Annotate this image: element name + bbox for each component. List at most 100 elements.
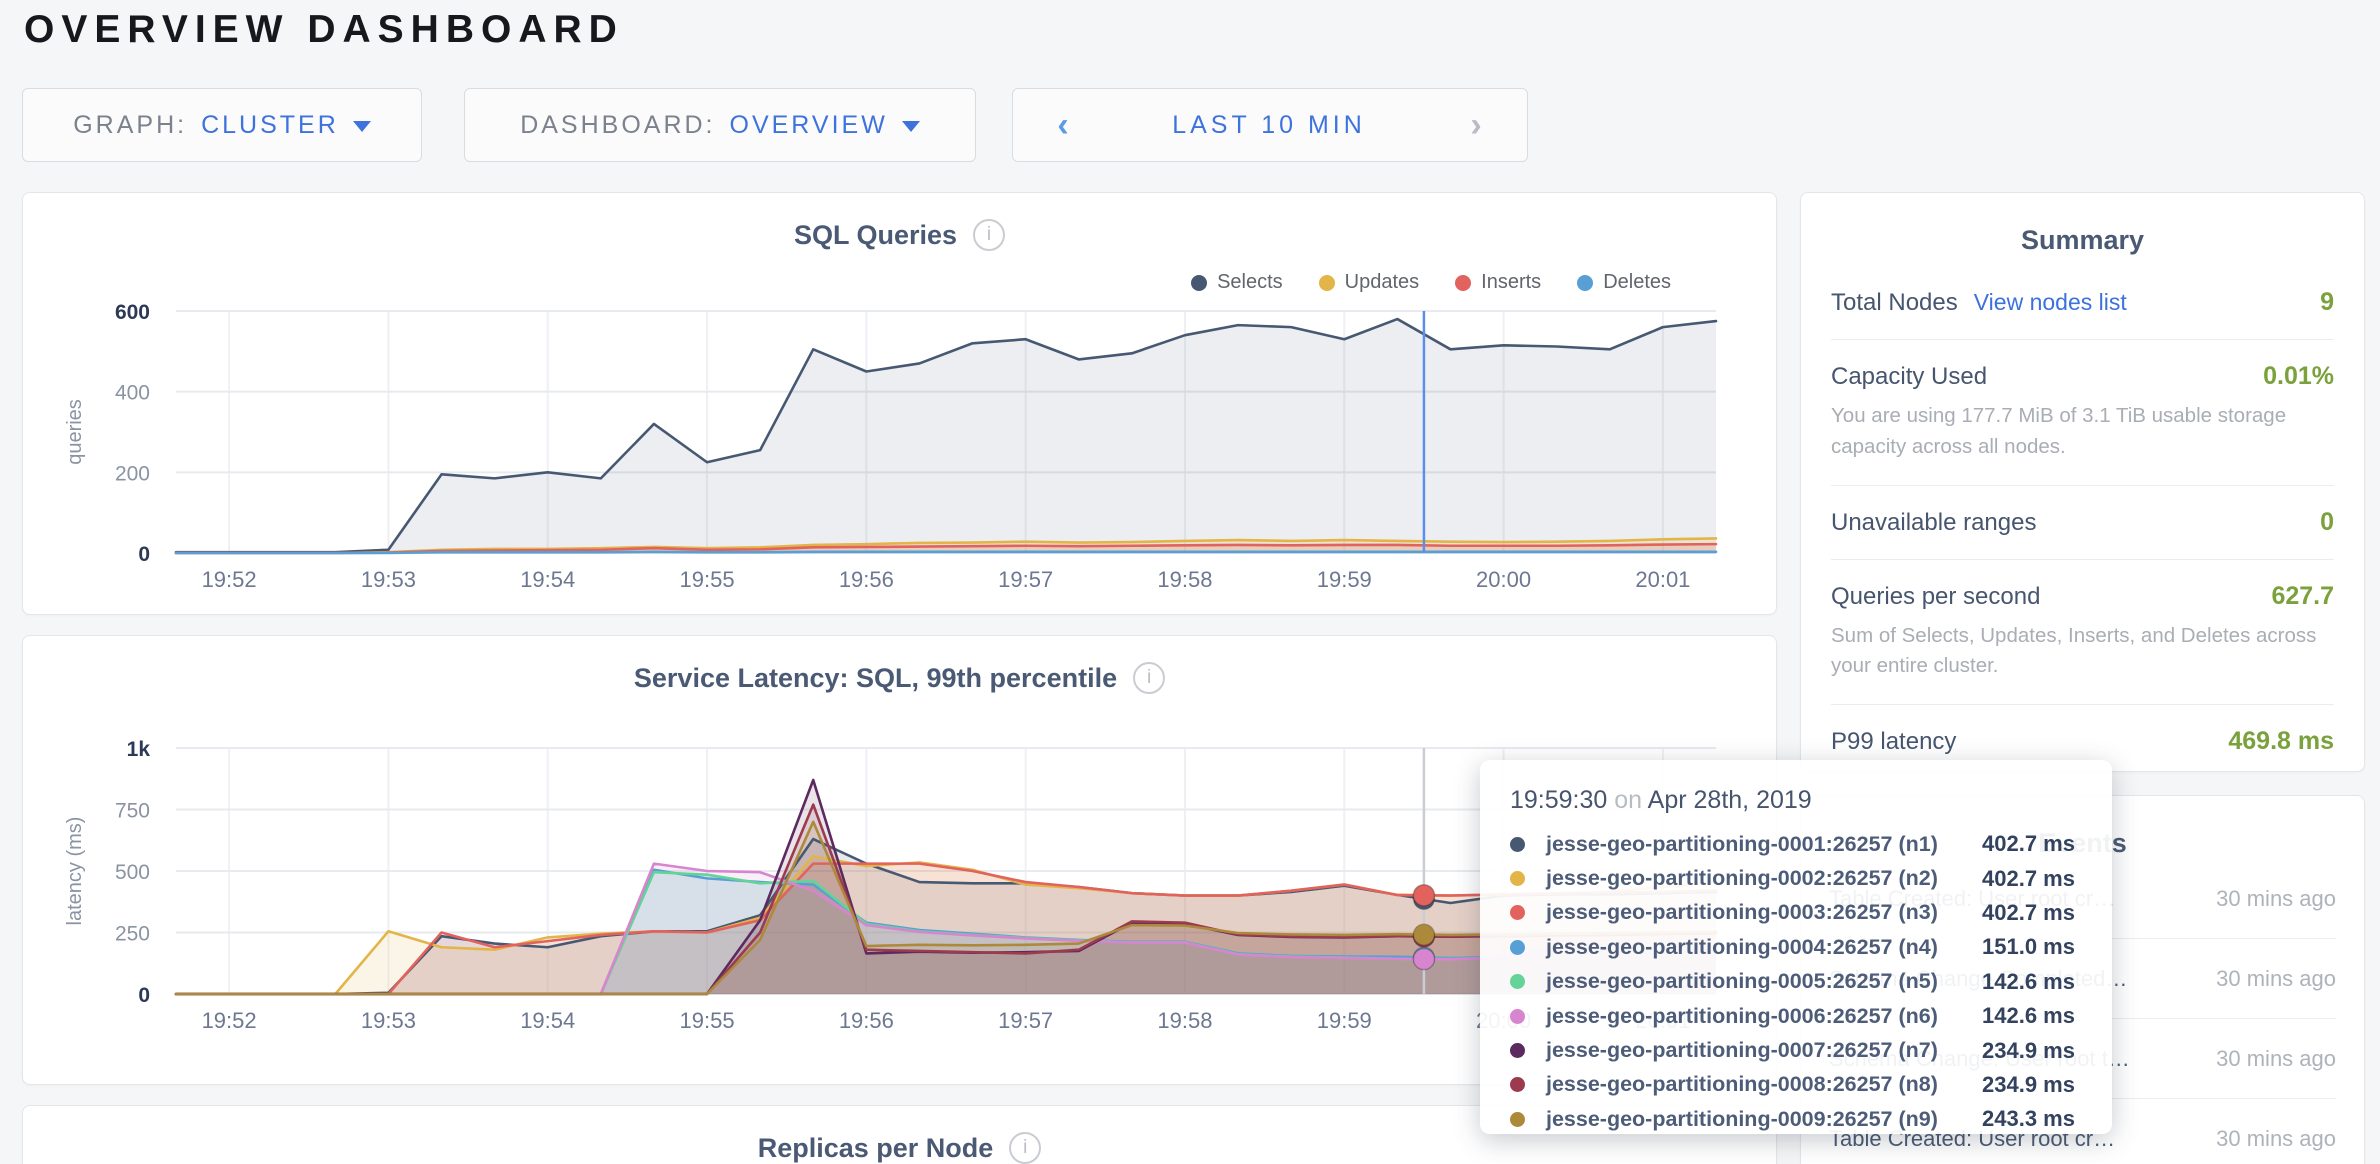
time-range-selector: LAST 10 MIN xyxy=(1012,88,1528,162)
tooltip-node-name: jesse-geo-partitioning-0006:26257 (n6) xyxy=(1546,1003,1938,1028)
legend-dot-icon xyxy=(1318,274,1335,291)
tooltip-series-dot-icon xyxy=(1510,905,1525,921)
tooltip-row: jesse-geo-partitioning-0006:26257 (n6) 14… xyxy=(1510,999,2112,1033)
legend-item-selects: Selects xyxy=(1191,271,1283,294)
x-tick-label: 19:56 xyxy=(839,567,894,592)
tooltip-row: jesse-geo-partitioning-0009:26257 (n9) 24… xyxy=(1510,1102,2112,1136)
y-tick-label: 200 xyxy=(115,462,150,485)
graph-dropdown[interactable]: GRAPH: CLUSTER xyxy=(22,88,422,162)
series-area xyxy=(176,804,1716,994)
summary-row: Total Nodes View nodes list 9 xyxy=(1831,266,2334,340)
y-tick-label: 500 xyxy=(115,861,150,884)
summary-row-header: P99 latency 469.8 ms xyxy=(1831,727,2334,756)
tooltip-on-word: on xyxy=(1614,786,1643,814)
event-timestamp: 30 mins ago xyxy=(2216,885,2336,911)
tooltip-row: jesse-geo-partitioning-0005:26257 (n5) 14… xyxy=(1510,965,2112,999)
tooltip-series-dot-icon xyxy=(1510,939,1525,955)
chevron-down-icon xyxy=(352,121,371,132)
tooltip-series-dot-icon xyxy=(1510,1008,1525,1024)
summary-row-value: 469.8 ms xyxy=(2228,727,2334,755)
tooltip-row: jesse-geo-partitioning-0002:26257 (n2) 40… xyxy=(1510,861,2112,895)
legend-item-label: Selects xyxy=(1217,271,1283,293)
legend-item-inserts: Inserts xyxy=(1455,271,1541,294)
legend-item-label: Inserts xyxy=(1481,271,1542,293)
dashboard-dropdown[interactable]: DASHBOARD: OVERVIEW xyxy=(464,88,976,162)
sql-queries-legend: Selects Updates Inserts Deletes xyxy=(1191,271,1671,294)
x-tick-label: 19:58 xyxy=(1157,1008,1212,1033)
service-latency-chart[interactable]: 19:52 19:53 19:54 19:55 19:56 19:57 19:58 19:59… xyxy=(23,636,1778,1086)
replicas-title-row: Replicas per Node xyxy=(23,1132,1776,1164)
tooltip-time: 19:59:30 xyxy=(1510,786,1608,814)
tooltip-node-value: 402.7 ms xyxy=(1982,899,2075,925)
tooltip-node-name: jesse-geo-partitioning-0008:26257 (n8) xyxy=(1546,1072,1938,1097)
tooltip-node-name: jesse-geo-partitioning-0007:26257 (n7) xyxy=(1546,1038,1938,1063)
summary-row: Queries per second 627.7 Sum of Selects, U… xyxy=(1831,560,2334,705)
x-tick-label: 20:01 xyxy=(1635,567,1690,592)
tooltip-row: jesse-geo-partitioning-0001:26257 (n1) 40… xyxy=(1510,827,2112,861)
x-tick-label: 19:54 xyxy=(520,1008,575,1033)
info-icon[interactable] xyxy=(1133,662,1166,694)
y-axis-label: queries xyxy=(64,399,86,465)
tooltip-node-name: jesse-geo-partitioning-0001:26257 (n1) xyxy=(1546,831,1938,856)
summary-row-label: P99 latency xyxy=(1831,728,1957,755)
tooltip-row: jesse-geo-partitioning-0008:26257 (n8) 23… xyxy=(1510,1068,2112,1102)
chart-hover-tooltip: 19:59:30 on Apr 28th, 2019 jesse-geo-par… xyxy=(1480,760,2112,1134)
tooltip-node-name: jesse-geo-partitioning-0003:26257 (n3) xyxy=(1546,900,1938,925)
x-tick-label: 19:55 xyxy=(680,1008,735,1033)
dashboard-dropdown-value: OVERVIEW xyxy=(729,110,888,139)
hover-cursor-dot xyxy=(1412,947,1436,971)
x-tick-label: 19:57 xyxy=(998,1008,1053,1033)
sql-queries-chart[interactable]: 19:52 19:53 19:54 19:55 19:56 19:57 19:58 19:59… xyxy=(23,193,1778,616)
tooltip-series-dot-icon xyxy=(1510,974,1525,990)
legend-item-label: Deletes xyxy=(1603,271,1671,293)
summary-row-label: Queries per second xyxy=(1831,582,2041,610)
y-tick-label: 1k xyxy=(127,738,151,761)
tooltip-series-dot-icon xyxy=(1510,1077,1525,1093)
summary-row-header: Capacity Used 0.01% xyxy=(1831,362,2334,391)
tooltip-series-dot-icon xyxy=(1510,1111,1525,1127)
info-icon[interactable] xyxy=(1009,1132,1042,1164)
legend-item-updates: Updates xyxy=(1318,271,1419,294)
series-area xyxy=(176,821,1716,994)
tooltip-node-value: 234.9 ms xyxy=(1982,1037,2075,1063)
y-tick-label: 600 xyxy=(115,301,150,324)
time-range-button[interactable]: LAST 10 MIN xyxy=(1113,89,1425,161)
view-nodes-list-link[interactable]: View nodes list xyxy=(1973,289,2127,315)
summary-row-value: 627.7 xyxy=(2271,581,2334,610)
sql-queries-chart-title: SQL Queries xyxy=(793,219,958,250)
series-line xyxy=(174,550,1718,555)
tooltip-node-name: jesse-geo-partitioning-0002:26257 (n2) xyxy=(1546,866,1938,891)
legend-dot-icon xyxy=(1191,274,1208,291)
event-timestamp: 30 mins ago xyxy=(2216,1125,2336,1151)
tooltip-row: jesse-geo-partitioning-0003:26257 (n3) 40… xyxy=(1510,896,2112,930)
service-latency-title-row: Service Latency: SQL, 99th percentile xyxy=(23,662,1776,694)
summary-row-subtext: Sum of Selects, Updates, Inserts, and De… xyxy=(1831,623,2317,678)
tooltip-series-dot-icon xyxy=(1510,836,1525,852)
graph-dropdown-value: CLUSTER xyxy=(201,110,339,139)
event-timestamp: 30 mins ago xyxy=(2216,1045,2336,1071)
x-tick-label: 19:58 xyxy=(1157,567,1212,592)
summary-row-subtext: You are using 177.7 MiB of 3.1 TiB usabl… xyxy=(1831,404,2287,458)
x-tick-label: 19:52 xyxy=(202,567,257,592)
tooltip-rows: jesse-geo-partitioning-0001:26257 (n1) 40… xyxy=(1510,827,2112,1137)
x-tick-label: 19:54 xyxy=(520,567,575,592)
summary-rows: Total Nodes View nodes list 9 Capacity Used… xyxy=(1801,256,2364,778)
x-tick-label: 19:59 xyxy=(1317,567,1372,592)
summary-row-header: Unavailable ranges 0 xyxy=(1831,508,2334,537)
tooltip-node-name: jesse-geo-partitioning-0004:26257 (n4) xyxy=(1546,934,1938,959)
legend-dot-icon xyxy=(1577,274,1594,291)
hover-cursor-dot xyxy=(1412,884,1436,907)
chevron-down-icon xyxy=(901,121,920,132)
tooltip-date: Apr 28th, 2019 xyxy=(1647,786,1812,814)
tooltip-node-value: 234.9 ms xyxy=(1982,1071,2075,1097)
tooltip-node-name: jesse-geo-partitioning-0009:26257 (n9) xyxy=(1546,1106,1938,1131)
summary-row: P99 latency 469.8 ms xyxy=(1831,705,2334,778)
info-icon[interactable] xyxy=(973,219,1006,251)
time-next-button[interactable] xyxy=(1425,89,1527,161)
legend-dot-icon xyxy=(1455,274,1472,291)
y-tick-label: 750 xyxy=(115,800,150,823)
time-prev-button[interactable] xyxy=(1013,89,1113,161)
summary-row-label: Capacity Used xyxy=(1831,363,1988,390)
sql-queries-title-row: SQL Queries xyxy=(23,219,1776,251)
